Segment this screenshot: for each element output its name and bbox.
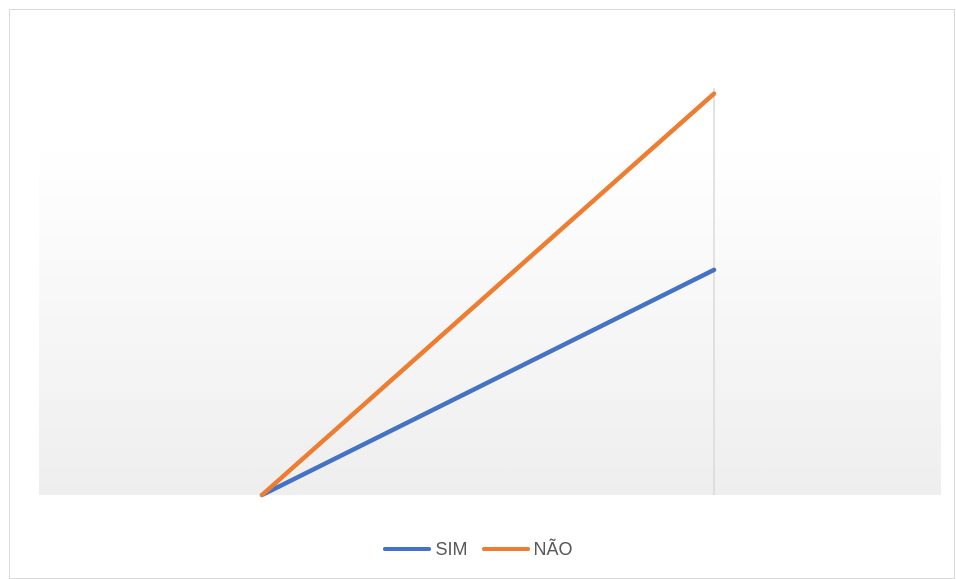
series-line-nao: [259, 91, 717, 498]
plot-area-background: [39, 146, 941, 495]
legend-label-nao: NÃO: [533, 538, 573, 559]
legend-swatch-sim: [383, 547, 432, 551]
legend-swatch-nao: [481, 547, 530, 551]
series-line-sim: [259, 267, 717, 498]
chart-legend: SIM NÃO: [0, 536, 956, 562]
legend-item-sim: SIM: [383, 538, 468, 560]
legend-item-nao: NÃO: [481, 538, 573, 560]
legend-label-sim: SIM: [435, 538, 468, 559]
